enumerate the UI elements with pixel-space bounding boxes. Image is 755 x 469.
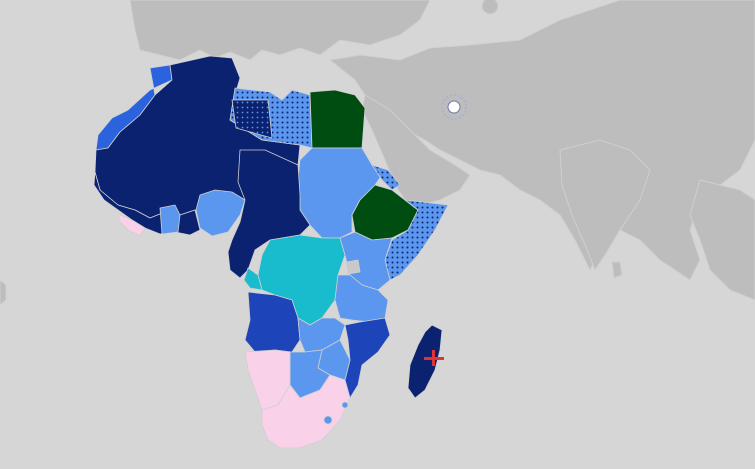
arabian-peninsula — [361, 94, 471, 206]
country-egypt[interactable] — [309, 89, 366, 149]
country-eswatini[interactable] — [341, 401, 349, 409]
europe — [129, 0, 431, 61]
country-congo[interactable] — [243, 267, 263, 291]
island — [481, 0, 499, 15]
country-libya-south[interactable] — [231, 99, 273, 139]
country-lesotho[interactable] — [323, 415, 333, 425]
country-tanzania[interactable] — [334, 274, 389, 323]
lake-victoria — [345, 259, 361, 275]
west-edge-land — [0, 279, 7, 306]
africa — [93, 55, 449, 449]
map-pin-icon[interactable] — [424, 350, 444, 366]
other-land — [0, 0, 755, 306]
country-angola[interactable] — [244, 291, 301, 353]
country-madagascar[interactable] — [407, 324, 443, 399]
country-nigeria[interactable] — [195, 189, 246, 237]
south-east-asia — [689, 179, 755, 301]
country-liberia[interactable] — [117, 213, 146, 237]
country-central-africa[interactable] — [227, 149, 311, 279]
country-eritrea[interactable] — [371, 164, 401, 191]
location-marker[interactable] — [441, 94, 467, 120]
sri-lanka — [611, 261, 623, 279]
country-south-africa[interactable] — [261, 374, 351, 449]
middle-east-asia — [328, 0, 755, 281]
country-ghana[interactable] — [159, 204, 181, 235]
india — [559, 139, 651, 272]
country-mozambique[interactable] — [344, 317, 391, 399]
